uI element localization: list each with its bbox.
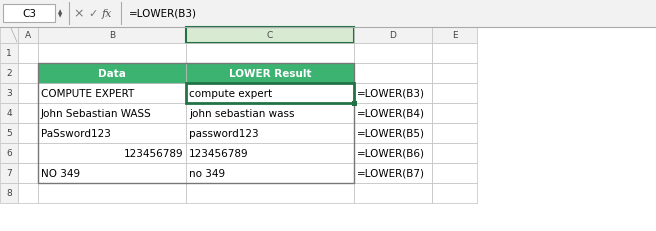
Bar bbox=[0, 163, 18, 183]
Bar bbox=[354, 103, 432, 123]
Text: PaSsword123: PaSsword123 bbox=[41, 128, 111, 138]
Bar bbox=[18, 163, 38, 183]
Bar bbox=[0, 183, 18, 203]
Text: fx: fx bbox=[102, 9, 112, 19]
Text: LOWER Result: LOWER Result bbox=[229, 69, 311, 79]
Bar bbox=[354, 183, 432, 203]
Bar bbox=[3, 5, 55, 23]
Text: ✓: ✓ bbox=[89, 9, 98, 19]
Text: =LOWER(B3): =LOWER(B3) bbox=[357, 89, 425, 99]
Bar bbox=[38, 103, 186, 123]
Bar bbox=[354, 143, 432, 163]
Bar bbox=[432, 84, 477, 103]
Text: Data: Data bbox=[98, 69, 126, 79]
Bar bbox=[186, 84, 354, 103]
Bar bbox=[352, 101, 356, 106]
Bar bbox=[18, 44, 38, 64]
Bar bbox=[354, 84, 432, 103]
Bar bbox=[18, 103, 38, 123]
Bar bbox=[186, 84, 354, 103]
Bar bbox=[186, 28, 354, 44]
Bar bbox=[38, 84, 186, 103]
Text: =LOWER(B6): =LOWER(B6) bbox=[357, 148, 425, 158]
Bar bbox=[38, 64, 186, 84]
Bar bbox=[186, 64, 354, 84]
Bar bbox=[432, 163, 477, 183]
Text: ▲
▼: ▲ ▼ bbox=[58, 9, 62, 18]
Text: NO 349: NO 349 bbox=[41, 168, 80, 178]
Bar bbox=[186, 143, 354, 163]
Text: 5: 5 bbox=[6, 129, 12, 138]
Text: 4: 4 bbox=[6, 109, 12, 118]
Bar bbox=[354, 44, 432, 64]
Text: ×: × bbox=[73, 7, 84, 20]
Bar bbox=[186, 44, 354, 64]
Bar bbox=[186, 123, 354, 143]
Bar bbox=[432, 143, 477, 163]
Text: john sebastian wass: john sebastian wass bbox=[189, 109, 295, 119]
Text: =LOWER(B7): =LOWER(B7) bbox=[357, 168, 425, 178]
Bar bbox=[0, 143, 18, 163]
Bar bbox=[186, 183, 354, 203]
Bar bbox=[38, 28, 186, 44]
Bar bbox=[432, 123, 477, 143]
Bar bbox=[38, 163, 186, 183]
Bar bbox=[38, 123, 186, 143]
Text: B: B bbox=[109, 31, 115, 40]
Text: 6: 6 bbox=[6, 149, 12, 158]
Text: =LOWER(B5): =LOWER(B5) bbox=[357, 128, 425, 138]
Bar bbox=[38, 183, 186, 203]
Text: COMPUTE EXPERT: COMPUTE EXPERT bbox=[41, 89, 134, 99]
Text: D: D bbox=[390, 31, 396, 40]
Bar bbox=[18, 123, 38, 143]
Text: John Sebastian WASS: John Sebastian WASS bbox=[41, 109, 152, 119]
Bar bbox=[432, 28, 477, 44]
Bar bbox=[0, 123, 18, 143]
Text: E: E bbox=[452, 31, 457, 40]
Text: 1: 1 bbox=[6, 49, 12, 58]
Bar bbox=[354, 163, 432, 183]
Bar bbox=[18, 28, 38, 44]
Bar bbox=[0, 84, 18, 103]
Bar bbox=[432, 183, 477, 203]
Text: 7: 7 bbox=[6, 169, 12, 178]
Text: password123: password123 bbox=[189, 128, 258, 138]
Text: C3: C3 bbox=[22, 9, 36, 19]
Text: no 349: no 349 bbox=[189, 168, 225, 178]
Text: 2: 2 bbox=[6, 69, 12, 78]
Bar bbox=[38, 64, 186, 84]
Bar bbox=[18, 64, 38, 84]
Bar bbox=[0, 103, 18, 123]
Text: C: C bbox=[267, 31, 273, 40]
Text: 123456789: 123456789 bbox=[189, 148, 249, 158]
Bar bbox=[0, 44, 18, 64]
Text: A: A bbox=[25, 31, 31, 40]
Bar bbox=[0, 64, 18, 84]
Text: 123456789: 123456789 bbox=[123, 148, 183, 158]
Bar bbox=[18, 183, 38, 203]
Bar bbox=[354, 123, 432, 143]
Bar bbox=[354, 64, 432, 84]
Bar bbox=[186, 163, 354, 183]
Bar bbox=[186, 64, 354, 84]
Bar bbox=[432, 44, 477, 64]
Text: compute expert: compute expert bbox=[189, 89, 272, 99]
Text: 3: 3 bbox=[6, 89, 12, 98]
Bar bbox=[18, 84, 38, 103]
Bar bbox=[18, 143, 38, 163]
Text: 8: 8 bbox=[6, 189, 12, 198]
Bar bbox=[0, 0, 656, 28]
Bar bbox=[186, 103, 354, 123]
Bar bbox=[432, 103, 477, 123]
Bar bbox=[38, 64, 354, 183]
Text: =LOWER(B3): =LOWER(B3) bbox=[129, 9, 197, 19]
Bar bbox=[0, 28, 18, 44]
Bar bbox=[38, 143, 186, 163]
Bar bbox=[354, 28, 432, 44]
Text: =LOWER(B4): =LOWER(B4) bbox=[357, 109, 425, 119]
Bar bbox=[432, 64, 477, 84]
Bar bbox=[38, 44, 186, 64]
